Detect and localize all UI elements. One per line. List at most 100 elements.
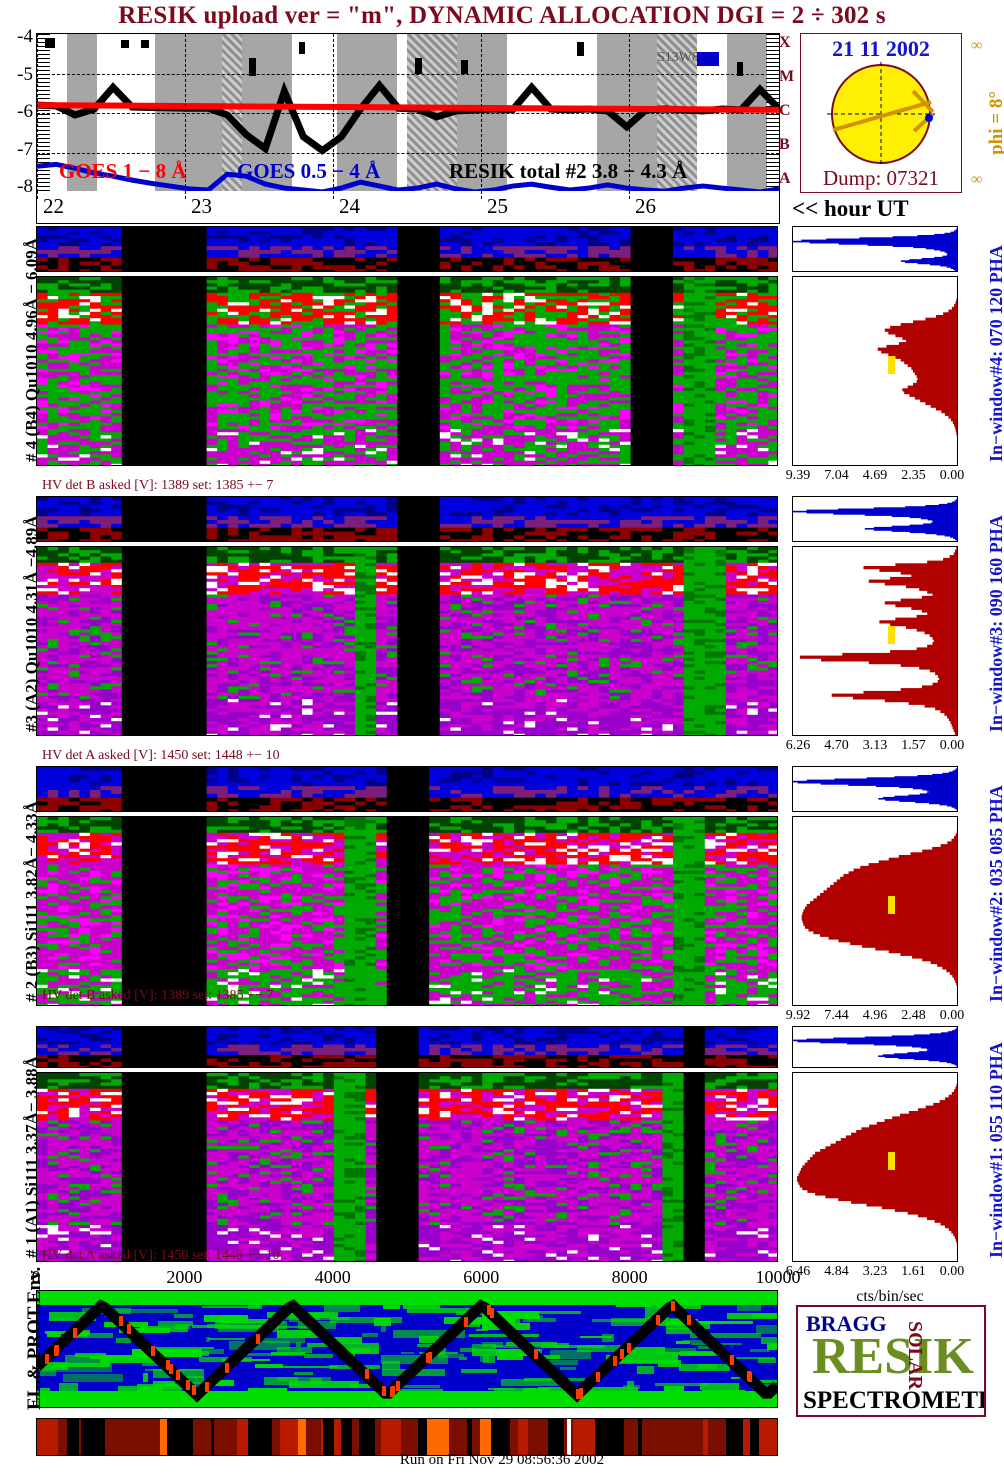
hour-axis-legend: << hour UT: [792, 196, 909, 222]
pha-strip-ch1[interactable]: [36, 1026, 778, 1068]
pha-histogram-ch3[interactable]: [792, 496, 958, 542]
histogram-tick: 0.00: [940, 738, 965, 754]
goes-ytick: -6: [17, 101, 33, 123]
bin-tick: 10000: [756, 1267, 801, 1288]
goes-data-mark: [141, 40, 149, 48]
window-label-ch3: In−window#3: 090 160 PHA: [986, 515, 1004, 732]
spectrogram-image-ch1: [37, 1073, 777, 1261]
goes-gridline: [37, 152, 779, 154]
hour-tick-line: [629, 191, 630, 199]
pha-image-ch4: [37, 227, 777, 271]
temperature-strip[interactable]: [36, 1418, 778, 1456]
goes-class-m: M: [779, 68, 794, 86]
spectrum-histogram-ch3[interactable]: [792, 546, 958, 736]
histogram-tick: 2.35: [901, 468, 926, 484]
bin-tick: 6000: [463, 1267, 499, 1288]
pha-strip-ch2[interactable]: [36, 766, 778, 812]
window-label-ch4: In−window#4: 070 120 PHA: [986, 245, 1004, 462]
infinity-bottom: ∞: [971, 171, 982, 189]
goes-hour-gridline: [481, 34, 482, 192]
goes-gridline: [37, 113, 779, 114]
hour-tick: 26: [635, 194, 656, 219]
goes-data-mark: [461, 60, 468, 74]
hour-tick-line: [37, 191, 38, 199]
pha-histogram-ch4[interactable]: [792, 226, 958, 272]
env-image: [37, 1291, 777, 1407]
channel-label-2: # 2 (B3) Si111 3.82Å− 4.33Å: [22, 801, 42, 1002]
goes-hour-gridline: [185, 34, 186, 192]
goes-y-axis: -4 -5 -6 -7 -8: [0, 26, 36, 197]
goes-data-mark: [415, 58, 422, 74]
logo-bragg: BRAGG: [806, 1311, 887, 1337]
spectrogram-ch3[interactable]: [36, 546, 778, 736]
spectrogram-image-ch4: [37, 277, 777, 465]
goes-short-label: GOES 0.5 − 4 Å: [237, 159, 380, 184]
goes-class-x: X: [779, 34, 791, 52]
channel-label-4: # 4 (B4) Qu1010 4.96Å − 6.09Å: [22, 238, 42, 462]
flare-marker: [697, 52, 719, 66]
histogram-tick: 7.44: [824, 1008, 849, 1024]
goes-long-curve: [37, 102, 779, 113]
histogram-tick: 1.57: [901, 738, 926, 754]
goes-data-mark: [249, 58, 256, 76]
spectrogram-ch4[interactable]: [36, 276, 778, 466]
histogram-tick: 9.92: [786, 1008, 811, 1024]
temp-image: [37, 1419, 777, 1455]
window-marker-ch1: [888, 1151, 895, 1170]
electron-proton-environment-strip[interactable]: [36, 1290, 778, 1408]
spectrogram-image-ch2: [37, 817, 777, 1005]
goes-long-label: GOES 1 − 8 Å: [59, 159, 187, 184]
phi-angle-column: ∞ phi = 8° ∞: [963, 33, 1004, 191]
spectrogram-image-ch3: [37, 547, 777, 735]
bin-tick: 2000: [166, 1267, 202, 1288]
histogram-tick: 7.04: [824, 468, 849, 484]
pha-image-ch2: [37, 767, 777, 811]
goes-data-mark: [299, 42, 305, 54]
sun-pointer-overlay: [827, 62, 935, 166]
pha-strip-ch4[interactable]: [36, 226, 778, 272]
goes-hour-gridline: [629, 34, 630, 192]
env-label-text: EL.& PROT.Env.: [24, 1267, 46, 1410]
goes-ytick: -4: [17, 26, 33, 48]
goes-data-mark: [737, 62, 743, 76]
spectrogram-ch2[interactable]: [36, 816, 778, 1006]
goes-gridline: [37, 73, 779, 75]
goes-hour-gridline: [333, 34, 334, 192]
bin-number-axis: 0 2000 4000 6000 8000 10000: [32, 1267, 801, 1289]
page-title: RESIK upload ver = "m", DYNAMIC ALLOCATI…: [0, 2, 1004, 30]
hour-tick-line: [481, 191, 482, 199]
goes-class-b: B: [779, 136, 790, 154]
goes-data-mark: [121, 40, 129, 48]
pha-strip-ch3[interactable]: [36, 496, 778, 542]
histogram-axis-ch1: 6.46 4.84 3.23 1.61 0.00: [786, 1264, 965, 1282]
channel-label-1: # 1 (A1) Si111 3.37Å− 3.88Å: [22, 1056, 42, 1258]
histogram-axis-ch2: 9.92 7.44 4.96 2.48 0.00: [786, 1008, 965, 1026]
histogram-tick: 4.96: [863, 1008, 888, 1024]
hour-tick-line: [185, 191, 186, 199]
window-label-ch2: In−window#2: 035 085 PHA: [986, 785, 1004, 1002]
pha-histogram-ch2[interactable]: [792, 766, 958, 812]
cts-per-bin-label: cts/bin/sec: [800, 1288, 980, 1306]
histogram-axis-ch3: 6.26 4.70 3.13 1.57 0.00: [786, 738, 965, 756]
channel-label-3: #3 (A2) Qu1010 4.31Å −4.89Å: [22, 515, 42, 732]
spectrum-histogram-ch4[interactable]: [792, 276, 958, 466]
histogram-tick: 3.23: [863, 1264, 888, 1280]
pha-histogram-ch1[interactable]: [792, 1026, 958, 1068]
pha-histogram-bars-ch1: [793, 1027, 957, 1067]
histogram-tick: 6.26: [786, 738, 811, 754]
pha-histogram-bars-ch4: [793, 227, 957, 271]
histogram-tick: 0.00: [940, 1264, 965, 1280]
window-marker-ch4: [888, 355, 895, 374]
bin-tick: 0: [32, 1267, 41, 1288]
goes-ytick: -5: [17, 64, 33, 86]
goes-lightcurve-panel[interactable]: GOES 1 − 8 Å GOES 0.5 − 4 Å RESIK total …: [36, 33, 780, 193]
resik-logo: BRAGG RESIK SOLAR SPECTROMETER: [796, 1305, 986, 1417]
spectrum-histogram-ch1[interactable]: [792, 1072, 958, 1262]
flare-position-label: S13W89: [657, 50, 706, 66]
spectrogram-ch1[interactable]: [36, 1072, 778, 1262]
goes-ytick: -8: [17, 176, 33, 198]
spectrum-histogram-ch2[interactable]: [792, 816, 958, 1006]
solar-disk-panel[interactable]: 21 11 2002 Dump: 07321: [800, 33, 962, 193]
bin-tick: 4000: [315, 1267, 351, 1288]
window-marker-ch3: [888, 625, 895, 644]
